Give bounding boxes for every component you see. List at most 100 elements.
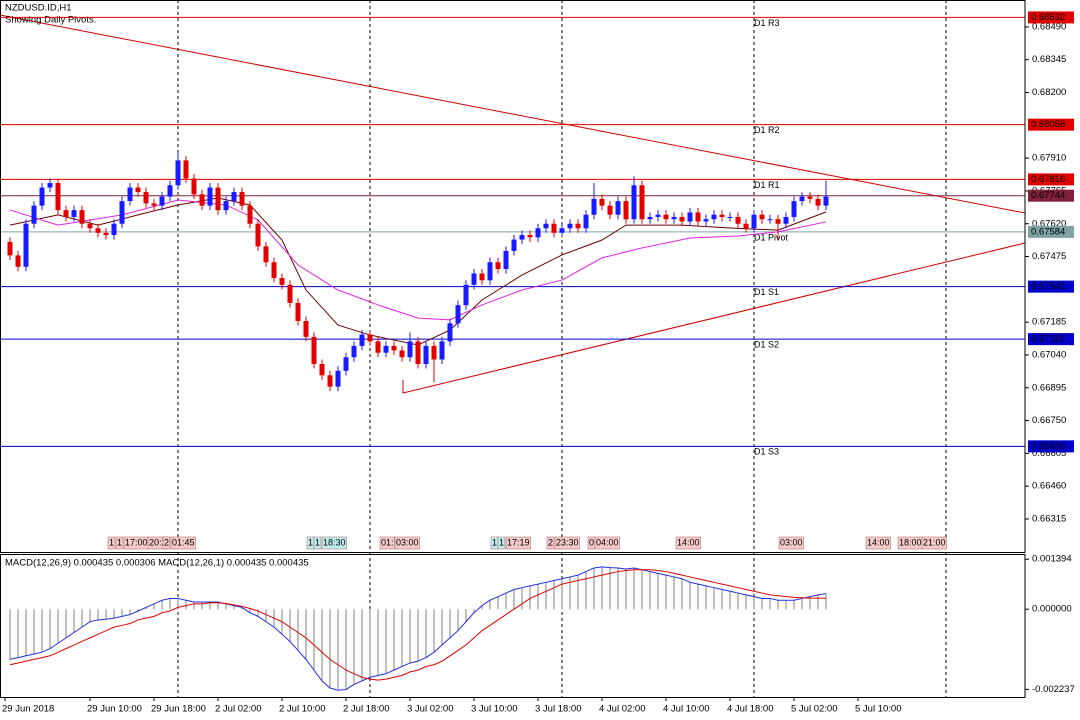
- main-frame: [0, 0, 1026, 553]
- candle-body: [559, 228, 565, 233]
- candle-body: [615, 201, 621, 215]
- x-tick-label: 5 Jul 10:00: [855, 704, 901, 715]
- candle-body: [439, 341, 445, 360]
- pivot-price-box: [1028, 173, 1074, 186]
- candle-body: [247, 205, 253, 224]
- candle-body: [807, 196, 813, 199]
- candle-body: [95, 228, 101, 233]
- session-marker-box: [778, 536, 804, 550]
- candle-body: [647, 216, 653, 220]
- candle-body: [175, 160, 181, 186]
- macd-y-tick-label: 0.001394: [1032, 554, 1072, 565]
- y-tick-label: 0.66750: [1032, 415, 1066, 426]
- candle-body: [383, 345, 389, 353]
- candle-body: [671, 216, 677, 220]
- candle-body: [783, 216, 789, 224]
- pivot-name: D1 S1: [754, 287, 779, 297]
- candle-body: [823, 196, 829, 206]
- session-marker-box: [497, 536, 506, 550]
- session-marker: 03:00: [780, 537, 803, 547]
- session-marker: 1: [109, 537, 114, 547]
- last-price-box: [1028, 189, 1074, 202]
- session-marker: 01:45: [172, 537, 195, 547]
- y-tick-label: 0.67185: [1032, 317, 1066, 328]
- candle-body: [655, 214, 661, 217]
- candle-body: [127, 187, 133, 202]
- candle-body: [631, 185, 637, 220]
- candle-body: [199, 194, 205, 206]
- signal-line: [9, 569, 827, 681]
- chart-title: NZDUSD.ID,H1: [5, 3, 72, 14]
- session-marker: 0: [589, 537, 594, 547]
- session-marker: 04:00: [596, 537, 619, 547]
- pivot-price-box: [1028, 440, 1074, 453]
- candle-body: [551, 223, 557, 233]
- pivot-name: D1 S2: [754, 339, 779, 349]
- session-marker: 17:00: [125, 537, 148, 547]
- candle-body: [599, 198, 605, 206]
- candle-body: [791, 201, 797, 217]
- candle-body: [735, 216, 741, 224]
- candle-body: [231, 192, 237, 202]
- session-marker: 17:19: [507, 537, 530, 547]
- candle-body: [703, 219, 709, 222]
- pivot-price-label: 0.67110: [1031, 334, 1065, 345]
- session-marker: 18:00: [899, 537, 922, 547]
- x-tick-label: 5 Jul 02:00: [791, 704, 837, 715]
- x-tick-label: 4 Jul 18:00: [727, 704, 773, 715]
- x-tick-label: 29 Jun 2018: [2, 704, 54, 715]
- x-tick-label: 2 Jul 02:00: [215, 704, 261, 715]
- pivot-name: D1 S3: [754, 447, 779, 457]
- candle-body: [663, 214, 669, 220]
- candle-body: [423, 345, 429, 365]
- session-marker-box: [107, 536, 116, 550]
- candle-body: [479, 273, 485, 281]
- candle-body: [719, 214, 725, 217]
- y-tick-label: 0.67910: [1032, 153, 1066, 164]
- session-marker-box: [394, 536, 420, 550]
- candle-body: [799, 196, 805, 202]
- session-marker: 20:2: [149, 537, 167, 547]
- candle-body: [583, 214, 589, 229]
- session-marker: 1: [315, 537, 320, 547]
- pivot-price-box: [1028, 225, 1074, 238]
- candle-body: [743, 223, 749, 229]
- session-marker-box: [321, 536, 347, 550]
- candle-body: [519, 235, 525, 240]
- pivot-price-box: [1028, 118, 1074, 131]
- x-tick-label: 2 Jul 10:00: [279, 704, 325, 715]
- candle-body: [751, 214, 757, 229]
- candle-body: [31, 205, 37, 224]
- candle-body: [87, 223, 93, 229]
- candle-body: [7, 241, 13, 256]
- candle-body: [407, 341, 413, 358]
- x-tick-label: 3 Jul 02:00: [407, 704, 453, 715]
- y-tick-label: 0.67475: [1032, 251, 1066, 262]
- candle-body: [287, 284, 293, 303]
- session-marker-box: [865, 536, 891, 550]
- x-tick-label: 3 Jul 10:00: [471, 704, 517, 715]
- candle-body: [255, 223, 261, 247]
- x-tick-label: 29 Jun 10:00: [87, 704, 142, 715]
- x-tick-label: 4 Jul 02:00: [599, 704, 645, 715]
- candle-body: [319, 364, 325, 376]
- candle-body: [463, 284, 469, 306]
- session-marker: 14:00: [867, 537, 890, 547]
- session-marker-box: [921, 536, 947, 550]
- candle-body: [687, 212, 693, 222]
- candle-body: [55, 183, 61, 211]
- candle-body: [679, 216, 685, 222]
- y-tick-label: 0.68345: [1032, 54, 1066, 65]
- candle-body: [495, 262, 501, 269]
- session-marker: 2: [548, 537, 553, 547]
- session-marker: 2: [164, 537, 169, 547]
- session-marker: 1: [117, 537, 122, 547]
- candle-body: [359, 334, 365, 346]
- x-tick-label: 4 Jul 10:00: [663, 704, 709, 715]
- candle-body: [47, 183, 53, 188]
- pivot-name: D1 R3: [754, 18, 780, 28]
- session-marker: 1: [308, 537, 313, 547]
- y-tick-label: 0.66605: [1032, 448, 1066, 459]
- candle-body: [239, 192, 245, 206]
- candle-body: [159, 196, 165, 206]
